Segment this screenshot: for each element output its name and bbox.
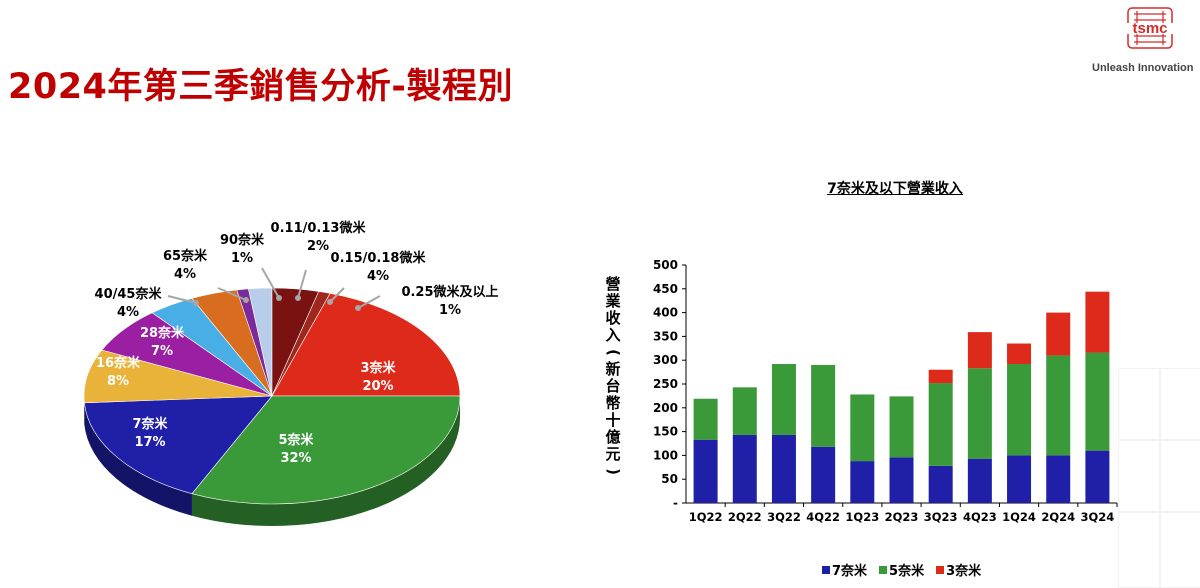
y-tick-label-6: 300 xyxy=(653,353,678,367)
bar-3Q22-0 xyxy=(772,435,796,503)
bar-2Q22-0 xyxy=(733,435,757,503)
x-tick-label-2: 3Q22 xyxy=(767,510,801,524)
bar-3Q23-2 xyxy=(929,370,953,383)
bar-4Q23-2 xyxy=(968,332,992,368)
bar-3Q24-0 xyxy=(1085,451,1109,503)
y-tick-label-8: 400 xyxy=(653,306,678,320)
legend-label-2: 3奈米 xyxy=(946,560,981,579)
x-tick-label-7: 4Q23 xyxy=(963,510,997,524)
y-tick-label-7: 350 xyxy=(653,329,678,343)
background-grid xyxy=(1118,368,1200,586)
y-tick-label-1: 50 xyxy=(661,472,678,486)
bar-3Q24-2 xyxy=(1085,292,1109,353)
bar-2Q24-0 xyxy=(1046,455,1070,503)
y-tick-label-10: 500 xyxy=(653,258,678,272)
bar-4Q22-1 xyxy=(811,365,835,447)
legend-swatch-1 xyxy=(879,566,887,574)
bar-3Q24-1 xyxy=(1085,353,1109,451)
bar-1Q23-1 xyxy=(850,394,874,461)
legend-label-1: 5奈米 xyxy=(889,560,924,579)
legend-swatch-0 xyxy=(822,566,830,574)
bar-2Q24-2 xyxy=(1046,313,1070,356)
bar-1Q24-0 xyxy=(1007,455,1031,503)
y-tick-label-5: 250 xyxy=(653,377,678,391)
y-tick-label-4: 200 xyxy=(653,401,678,415)
bar-4Q22-0 xyxy=(811,447,835,503)
legend-swatch-2 xyxy=(936,566,944,574)
bar-1Q23-0 xyxy=(850,461,874,503)
bar-3Q23-0 xyxy=(929,466,953,503)
y-tick-label-2: 100 xyxy=(653,448,678,462)
bar-4Q23-1 xyxy=(968,368,992,458)
bar-2Q24-1 xyxy=(1046,355,1070,455)
legend-item-1: 5奈米 xyxy=(879,560,924,579)
x-tick-label-1: 2Q22 xyxy=(728,510,762,524)
x-tick-label-8: 1Q24 xyxy=(1002,510,1036,524)
legend-label-0: 7奈米 xyxy=(832,560,867,579)
bar-2Q22-1 xyxy=(733,387,757,435)
bar-1Q22-1 xyxy=(694,399,718,440)
bar-2Q23-1 xyxy=(890,396,914,457)
x-tick-label-5: 2Q23 xyxy=(885,510,919,524)
bar-3Q22-1 xyxy=(772,364,796,435)
bar-2Q23-0 xyxy=(890,457,914,503)
x-tick-label-3: 4Q22 xyxy=(806,510,840,524)
y-tick-label-0: - xyxy=(673,496,678,510)
x-tick-label-4: 1Q23 xyxy=(845,510,879,524)
bar-1Q24-2 xyxy=(1007,344,1031,364)
bar-chart-legend: 7奈米 5奈米 3奈米 xyxy=(822,560,981,579)
bar-1Q22-0 xyxy=(694,440,718,503)
x-tick-label-0: 1Q22 xyxy=(689,510,723,524)
bar-4Q23-0 xyxy=(968,459,992,503)
bar-1Q24-1 xyxy=(1007,364,1031,455)
legend-item-0: 7奈米 xyxy=(822,560,867,579)
x-tick-label-6: 3Q23 xyxy=(924,510,958,524)
y-tick-label-3: 150 xyxy=(653,425,678,439)
x-tick-label-10: 3Q24 xyxy=(1081,510,1115,524)
legend-item-2: 3奈米 xyxy=(936,560,981,579)
bar-3Q23-1 xyxy=(929,383,953,466)
x-tick-label-9: 2Q24 xyxy=(1041,510,1075,524)
y-tick-label-9: 450 xyxy=(653,282,678,296)
